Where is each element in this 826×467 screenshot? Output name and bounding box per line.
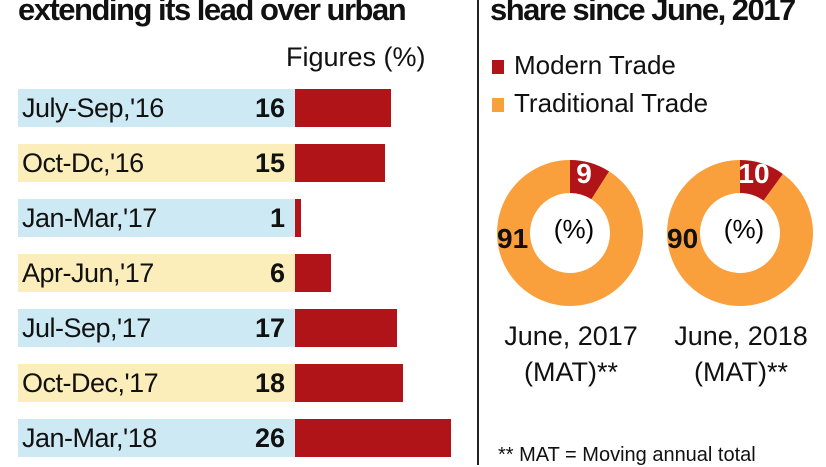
legend-traditional-trade: Traditional Trade [514, 88, 709, 118]
bar-label-row: July-Sep,'16 16 [18, 89, 295, 127]
bar-label-row: Jul-Sep,'17 17 [18, 309, 295, 347]
bar [295, 309, 397, 347]
legend-modern-trade: Modern Trade [514, 50, 676, 80]
value-label: 16 [254, 93, 285, 123]
bar [295, 89, 391, 127]
category-label: Oct-Dec,'17 [22, 368, 159, 398]
slice-modern-trade [570, 160, 610, 200]
category-label: Jan-Mar,'17 [22, 203, 157, 233]
bar [295, 254, 331, 292]
category-label: Oct-Dc,'16 [22, 148, 144, 178]
value-label: 6 [269, 258, 285, 288]
donut-center-label: (%) [724, 214, 764, 244]
bar-label-row: Oct-Dc,'16 15 [18, 144, 295, 182]
slice-traditional-trade [496, 160, 643, 306]
value-label: 18 [254, 368, 285, 398]
bar [295, 364, 403, 402]
bar-label-row: Jan-Mar,'18 26 [18, 419, 295, 457]
value-label: 17 [254, 313, 285, 343]
donut2-caption: June, 2018 (MAT)** [656, 318, 826, 390]
left-title: extending its lead over urban [18, 0, 407, 27]
donut1-caption: June, 2017 (MAT)** [486, 318, 656, 390]
legend-swatch-modern [492, 60, 504, 74]
bar [295, 419, 451, 457]
divider [477, 0, 479, 465]
donut2-caption-line2: (MAT)** [694, 357, 788, 387]
category-label: July-Sep,'16 [22, 93, 164, 123]
traditional-trade-value: 90 [667, 223, 698, 254]
value-label: 15 [254, 148, 285, 178]
bar-label-row: Apr-Jun,'17 6 [18, 254, 295, 292]
right-title: share since June, 2017 [490, 0, 796, 27]
bar-label-row: Jan-Mar,'17 1 [18, 199, 295, 237]
bar [295, 144, 385, 182]
modern-trade-value: 10 [738, 158, 769, 189]
legend-swatch-traditional [492, 98, 504, 112]
footnote: ** MAT = Moving annual total [498, 444, 756, 466]
donut-center-label: (%) [554, 214, 594, 244]
bar-label-row: Oct-Dec,'17 18 [18, 364, 295, 402]
category-label: Jan-Mar,'18 [22, 423, 157, 453]
slice-modern-trade [740, 160, 783, 201]
donut1-caption-line2: (MAT)** [524, 357, 618, 387]
unit-note: Figures (%) [286, 42, 426, 72]
category-label: Jul-Sep,'17 [22, 313, 151, 343]
traditional-trade-value: 91 [497, 223, 528, 254]
category-label: Apr-Jun,'17 [22, 258, 154, 288]
modern-trade-value: 9 [576, 158, 592, 189]
donut2-caption-line1: June, 2018 [674, 321, 808, 351]
bar [295, 199, 301, 237]
value-label: 26 [254, 423, 285, 453]
value-label: 1 [269, 203, 285, 233]
donut1-caption-line1: June, 2017 [504, 321, 638, 351]
slice-traditional-trade [666, 160, 813, 306]
